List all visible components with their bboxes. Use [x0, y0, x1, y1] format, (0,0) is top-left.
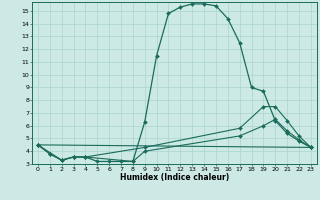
X-axis label: Humidex (Indice chaleur): Humidex (Indice chaleur) — [120, 173, 229, 182]
